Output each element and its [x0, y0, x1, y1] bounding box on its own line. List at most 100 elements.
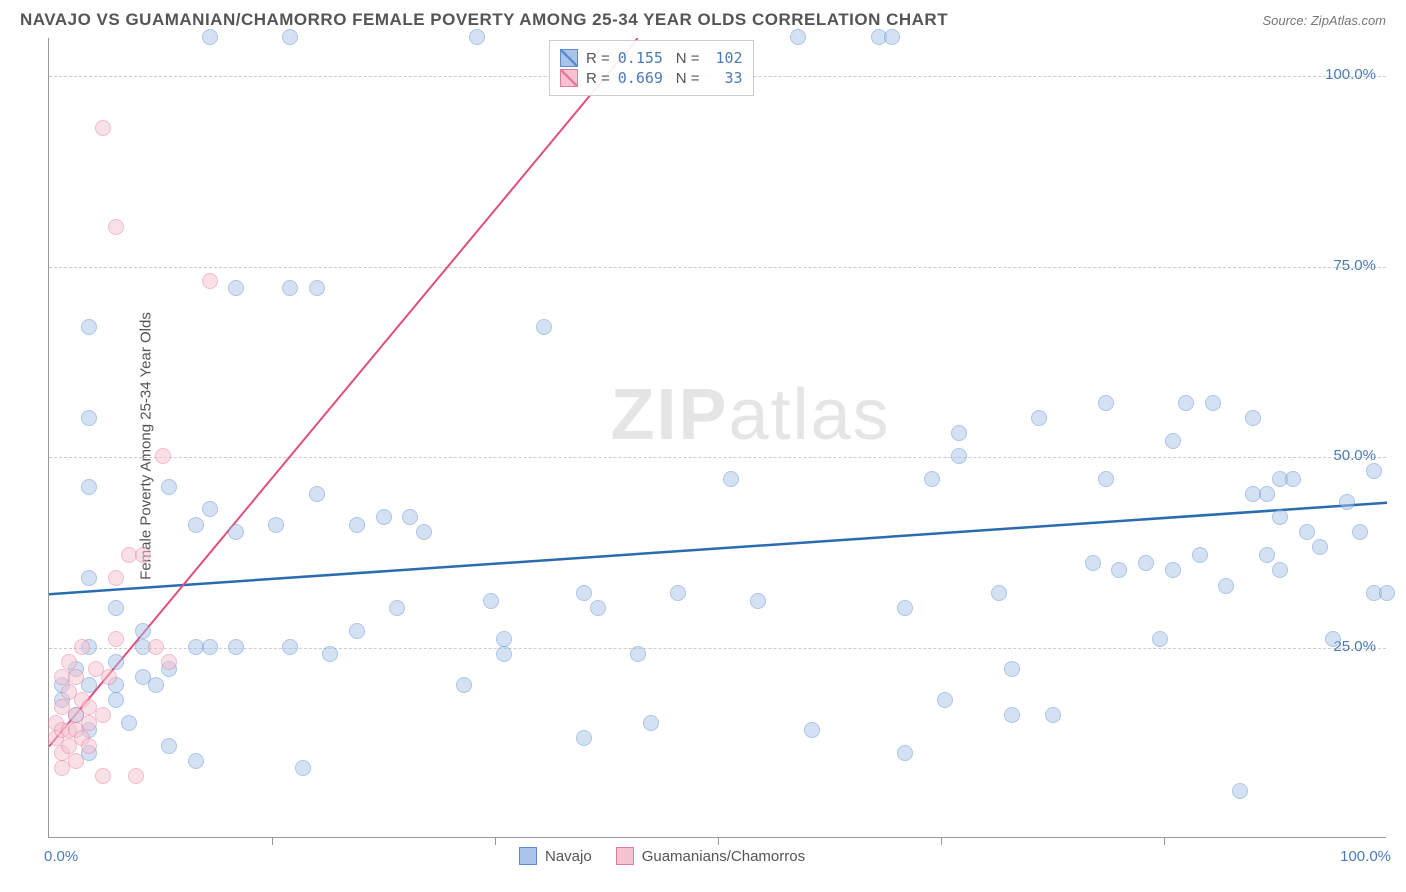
- x-minor-tick: [272, 837, 273, 845]
- scatter-point: [128, 768, 144, 784]
- scatter-point: [202, 273, 218, 289]
- scatter-point: [81, 570, 97, 586]
- scatter-point: [376, 509, 392, 525]
- scatter-point: [101, 669, 117, 685]
- scatter-point: [1031, 410, 1047, 426]
- scatter-point: [1325, 631, 1341, 647]
- x-tick-label: 100.0%: [1340, 848, 1391, 865]
- scatter-point: [228, 639, 244, 655]
- scatter-point: [282, 29, 298, 45]
- scatter-chart: ZIPatlas 25.0%50.0%75.0%100.0%0.0%100.0%…: [48, 38, 1386, 838]
- x-minor-tick: [718, 837, 719, 845]
- scatter-point: [483, 593, 499, 609]
- gridline-h: [49, 457, 1386, 458]
- scatter-point: [135, 547, 151, 563]
- scatter-point: [95, 707, 111, 723]
- scatter-point: [804, 722, 820, 738]
- scatter-point: [590, 600, 606, 616]
- stats-row: R = 0.155N = 102: [560, 49, 743, 67]
- scatter-point: [951, 448, 967, 464]
- scatter-point: [81, 738, 97, 754]
- scatter-point: [108, 631, 124, 647]
- legend-item: Guamanians/Chamorros: [616, 847, 805, 865]
- y-tick-label: 50.0%: [1333, 447, 1376, 464]
- y-tick-label: 100.0%: [1325, 66, 1376, 83]
- scatter-point: [108, 654, 124, 670]
- scatter-point: [670, 585, 686, 601]
- scatter-point: [1352, 524, 1368, 540]
- scatter-point: [1138, 555, 1154, 571]
- series-legend: Navajo Guamanians/Chamorros: [519, 847, 805, 865]
- legend-swatch: [560, 49, 578, 67]
- scatter-point: [1245, 410, 1261, 426]
- scatter-point: [81, 479, 97, 495]
- scatter-point: [1085, 555, 1101, 571]
- scatter-point: [1098, 395, 1114, 411]
- x-minor-tick: [495, 837, 496, 845]
- legend-item: Navajo: [519, 847, 592, 865]
- scatter-point: [161, 654, 177, 670]
- scatter-point: [295, 760, 311, 776]
- scatter-point: [202, 501, 218, 517]
- legend-label: Navajo: [545, 848, 592, 865]
- scatter-point: [202, 29, 218, 45]
- scatter-point: [1152, 631, 1168, 647]
- scatter-point: [108, 570, 124, 586]
- scatter-point: [1205, 395, 1221, 411]
- scatter-point: [1312, 539, 1328, 555]
- scatter-point: [108, 219, 124, 235]
- scatter-point: [74, 639, 90, 655]
- scatter-point: [68, 753, 84, 769]
- scatter-point: [723, 471, 739, 487]
- scatter-point: [309, 486, 325, 502]
- scatter-point: [309, 280, 325, 296]
- scatter-point: [61, 654, 77, 670]
- legend-swatch: [560, 69, 578, 87]
- scatter-point: [937, 692, 953, 708]
- scatter-point: [1299, 524, 1315, 540]
- legend-label: Guamanians/Chamorros: [642, 848, 805, 865]
- stats-legend: R = 0.155N = 102R = 0.669N = 33: [549, 40, 754, 96]
- y-tick-label: 75.0%: [1333, 257, 1376, 274]
- scatter-point: [991, 585, 1007, 601]
- scatter-point: [1272, 509, 1288, 525]
- scatter-point: [1004, 661, 1020, 677]
- scatter-point: [161, 479, 177, 495]
- source-label: Source: ZipAtlas.com: [1262, 13, 1386, 28]
- scatter-point: [228, 280, 244, 296]
- scatter-point: [469, 29, 485, 45]
- scatter-point: [402, 509, 418, 525]
- scatter-point: [68, 669, 84, 685]
- scatter-point: [148, 639, 164, 655]
- scatter-point: [188, 753, 204, 769]
- scatter-point: [576, 585, 592, 601]
- scatter-point: [155, 448, 171, 464]
- scatter-point: [161, 738, 177, 754]
- scatter-point: [81, 319, 97, 335]
- scatter-point: [536, 319, 552, 335]
- scatter-point: [1218, 578, 1234, 594]
- scatter-point: [924, 471, 940, 487]
- scatter-point: [496, 646, 512, 662]
- scatter-point: [81, 677, 97, 693]
- scatter-point: [416, 524, 432, 540]
- x-tick-label: 0.0%: [44, 848, 78, 865]
- scatter-point: [228, 524, 244, 540]
- x-minor-tick: [1164, 837, 1165, 845]
- scatter-point: [1366, 463, 1382, 479]
- scatter-point: [1178, 395, 1194, 411]
- gridline-h: [49, 267, 1386, 268]
- chart-title: NAVAJO VS GUAMANIAN/CHAMORRO FEMALE POVE…: [20, 10, 948, 30]
- scatter-point: [897, 600, 913, 616]
- watermark: ZIPatlas: [611, 374, 891, 456]
- scatter-point: [576, 730, 592, 746]
- scatter-point: [1165, 562, 1181, 578]
- scatter-point: [95, 120, 111, 136]
- scatter-point: [349, 623, 365, 639]
- scatter-point: [643, 715, 659, 731]
- scatter-point: [496, 631, 512, 647]
- scatter-point: [951, 425, 967, 441]
- scatter-point: [121, 715, 137, 731]
- scatter-point: [1232, 783, 1248, 799]
- legend-swatch: [616, 847, 634, 865]
